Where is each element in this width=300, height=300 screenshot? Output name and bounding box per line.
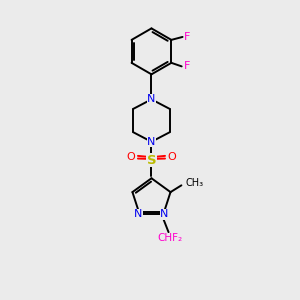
Text: CHF₂: CHF₂ <box>158 233 183 243</box>
Text: CH₃: CH₃ <box>186 178 204 188</box>
Text: F: F <box>184 32 191 42</box>
Text: N: N <box>147 94 156 104</box>
Text: N: N <box>160 209 169 220</box>
Text: S: S <box>147 154 156 166</box>
Text: O: O <box>127 152 135 162</box>
Text: F: F <box>184 61 190 71</box>
Text: N: N <box>134 209 143 220</box>
Text: O: O <box>168 152 176 162</box>
Text: N: N <box>147 137 156 147</box>
